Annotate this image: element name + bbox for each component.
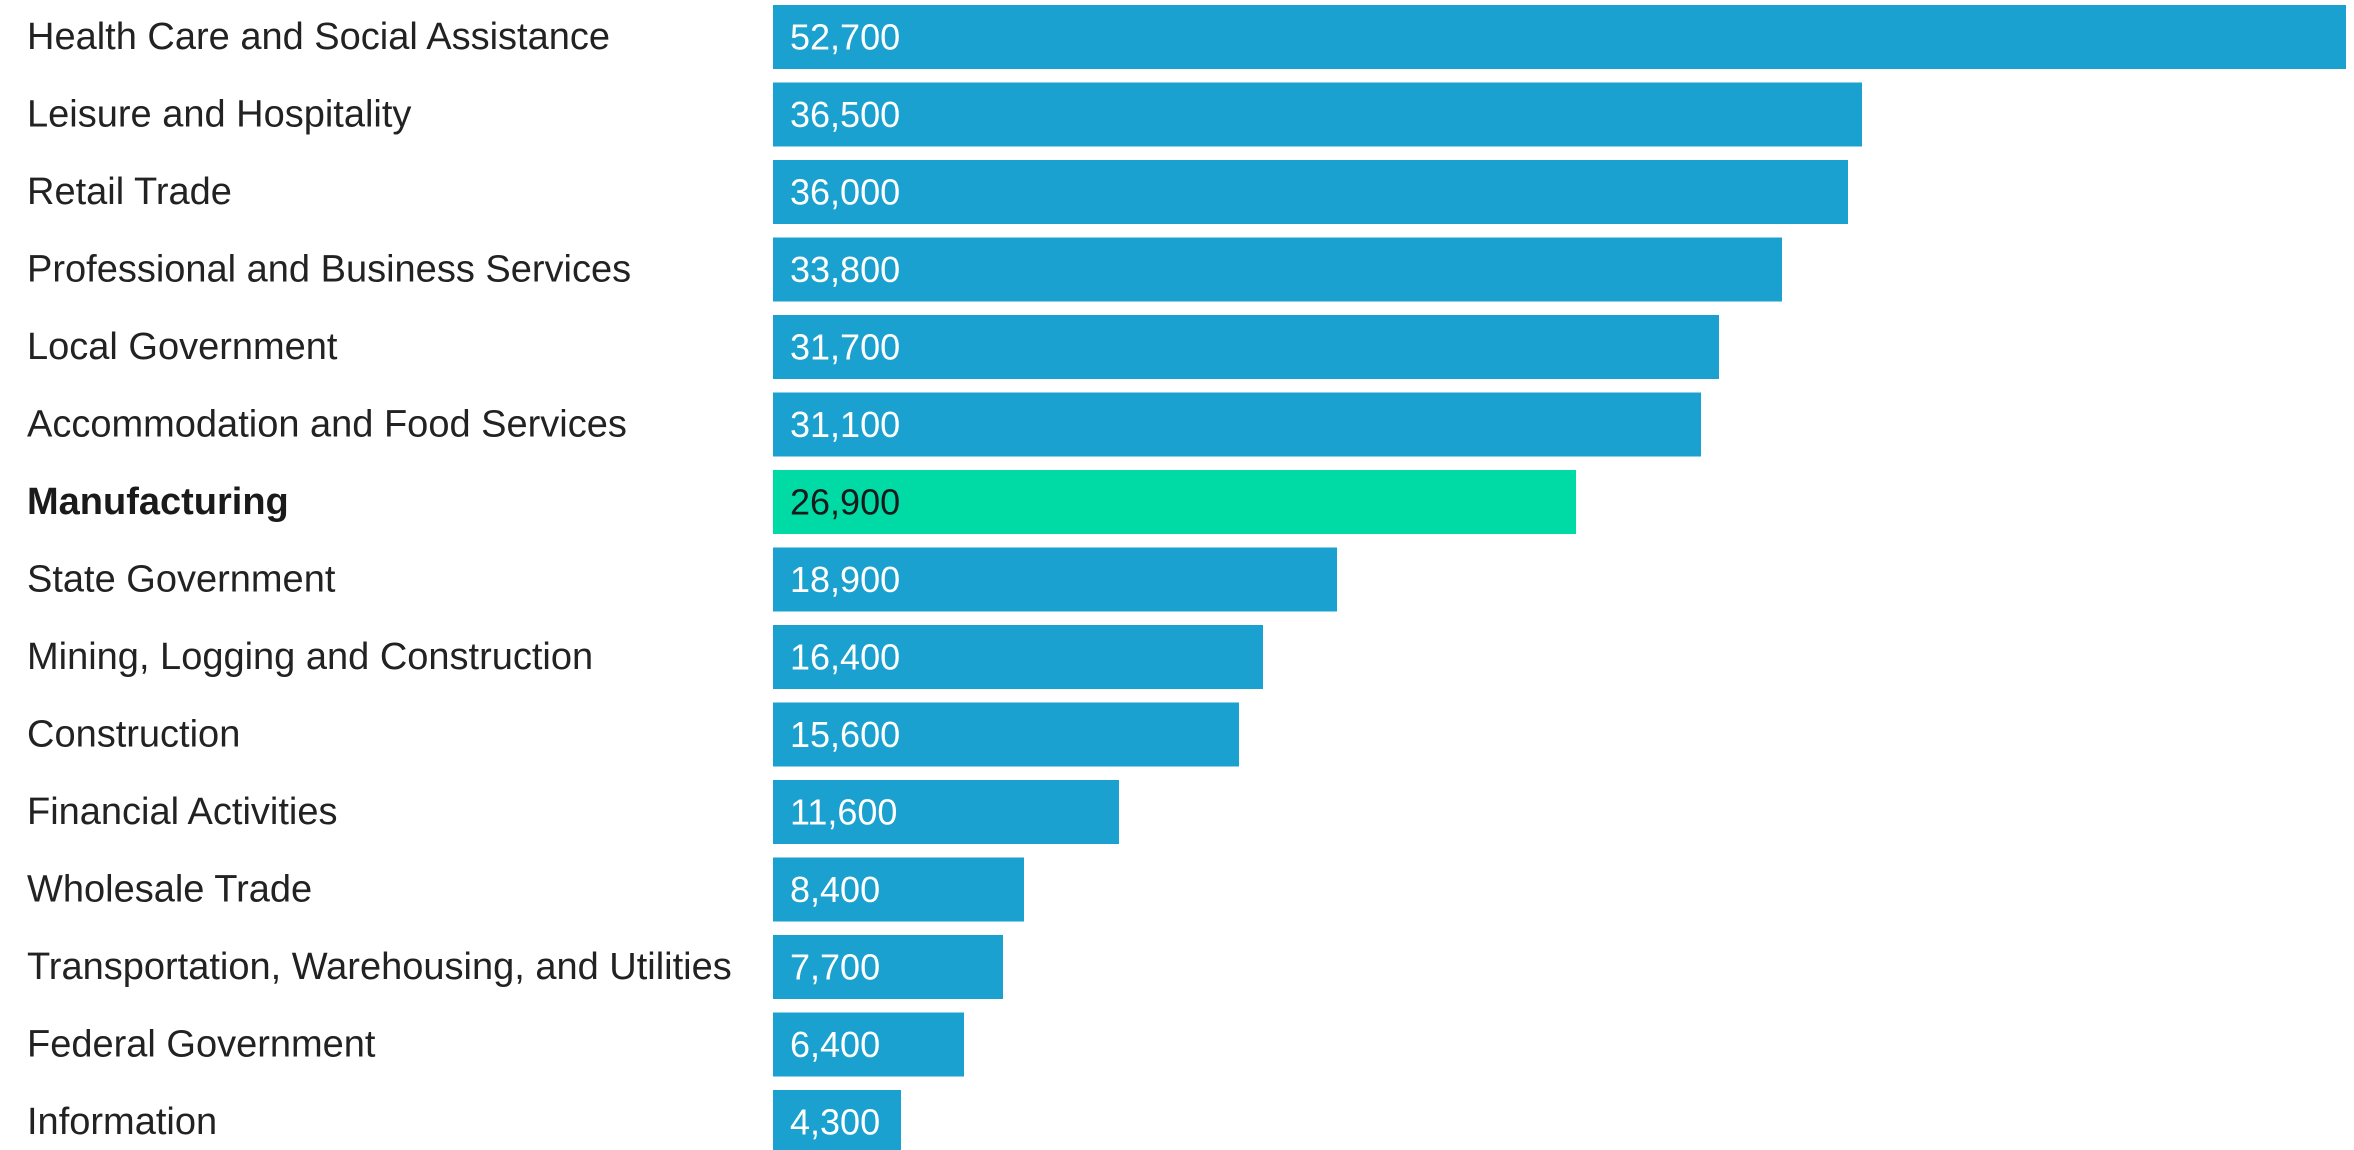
value-label: 4,300	[790, 1102, 880, 1143]
value-label: 15,600	[790, 714, 900, 755]
value-label: 8,400	[790, 869, 880, 910]
value-label: 36,000	[790, 172, 900, 213]
value-label: 6,400	[790, 1024, 880, 1065]
category-label: Transportation, Warehousing, and Utiliti…	[27, 946, 732, 988]
bar	[773, 160, 1848, 224]
bar	[773, 702, 1239, 767]
value-label: 31,700	[790, 327, 900, 368]
value-label: 18,900	[790, 559, 900, 600]
category-label: Information	[27, 1101, 217, 1143]
value-label: 33,800	[790, 249, 900, 290]
value-label: 16,400	[790, 637, 900, 678]
value-labels: 52,700 36,500 36,000 33,800 31,700 31,100 26,9…	[790, 17, 900, 1143]
value-label: 7,700	[790, 947, 880, 988]
category-label: Retail Trade	[27, 171, 232, 213]
bar-highlight	[773, 470, 1576, 534]
category-label: Construction	[27, 714, 240, 756]
bar	[773, 315, 1719, 379]
category-label: Wholesale Trade	[27, 869, 312, 911]
bar	[773, 547, 1337, 612]
category-label: Federal Government	[27, 1024, 376, 1066]
bar	[773, 5, 2346, 69]
value-label: 52,700	[790, 17, 900, 58]
value-label: 11,600	[790, 792, 897, 833]
category-label: State Government	[27, 559, 336, 601]
bar	[773, 780, 1119, 844]
category-label: Financial Activities	[27, 791, 337, 833]
bar	[773, 857, 1024, 922]
category-label: Professional and Business Services	[27, 249, 631, 291]
bar	[773, 625, 1263, 689]
bar	[773, 237, 1782, 302]
bar	[773, 1090, 901, 1150]
category-label: Manufacturing	[27, 481, 289, 523]
category-label: Mining, Logging and Construction	[27, 636, 593, 678]
category-label: Local Government	[27, 326, 338, 368]
category-label: Accommodation and Food Services	[27, 404, 627, 446]
bar	[773, 1012, 964, 1077]
bar	[773, 392, 1701, 457]
value-label: 36,500	[790, 94, 900, 135]
category-label: Leisure and Hospitality	[27, 94, 411, 136]
value-label: 31,100	[790, 404, 900, 445]
bar	[773, 935, 1003, 999]
bar	[773, 82, 1862, 147]
category-labels: Health Care and Social Assistance Leisure…	[27, 16, 732, 1143]
category-label: Health Care and Social Assistance	[27, 16, 610, 58]
value-label: 26,900	[790, 482, 900, 523]
bars	[773, 5, 2346, 1150]
